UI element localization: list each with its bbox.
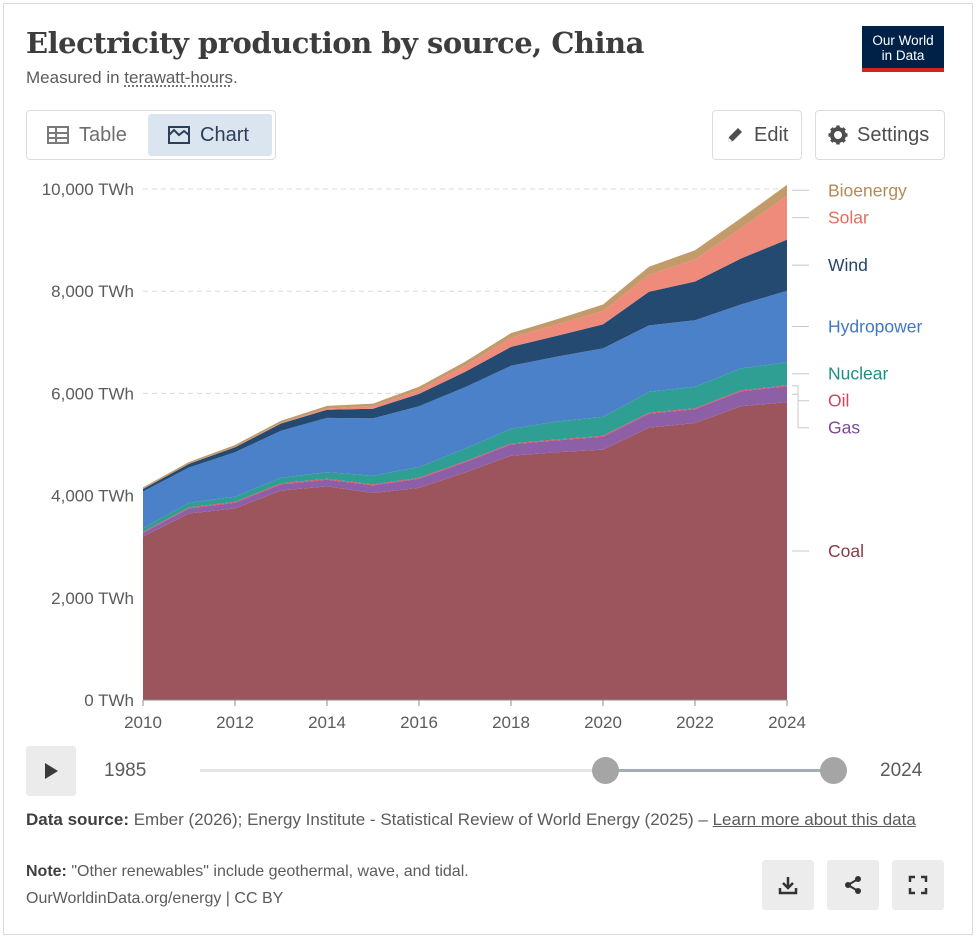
play-icon — [45, 763, 58, 779]
x-tick-label: 2016 — [400, 713, 438, 732]
tab-table-label: Table — [79, 123, 127, 146]
share-button[interactable] — [827, 860, 879, 910]
note-label: Note: — [26, 863, 67, 880]
tab-chart-label: Chart — [200, 123, 249, 146]
area-nuclear[interactable] — [143, 362, 787, 532]
y-tick-label: 2,000 TWh — [51, 589, 134, 608]
legend-label: Solar — [828, 208, 869, 228]
x-tick-label: 2022 — [676, 713, 714, 732]
timeline: 1985 2024 — [0, 740, 977, 800]
area-hydropower[interactable] — [143, 290, 787, 529]
share-icon — [845, 876, 861, 894]
legend-label: Oil — [828, 391, 849, 411]
y-tick-label: 6,000 TWh — [51, 384, 134, 403]
area-coal[interactable] — [143, 402, 787, 700]
fullscreen-icon — [908, 875, 928, 895]
chart-title: Electricity production by source, China — [26, 26, 644, 60]
x-tick-label: 2024 — [768, 713, 806, 732]
legend-item-nuclear[interactable]: Nuclear — [792, 364, 888, 384]
legend-label: Gas — [828, 418, 860, 438]
pencil-icon — [728, 128, 742, 142]
area-series — [143, 184, 787, 700]
y-axis: 0 TWh 2,000 TWh 4,000 TWh 6,000 TWh 8,000 TW… — [42, 180, 134, 710]
x-tick-label: 2012 — [216, 713, 254, 732]
logo-line-2: in Data — [881, 48, 925, 63]
subtitle-suffix: . — [232, 68, 238, 87]
source-label: Data source: — [26, 810, 129, 829]
play-button[interactable] — [26, 746, 76, 796]
timeline-end-year: 2024 — [880, 760, 923, 781]
legend-item-wind[interactable]: Wind — [792, 255, 868, 275]
credit-line: OurWorldinData.org/energy | CC BY — [26, 890, 284, 907]
legend-item-oil[interactable]: Oil — [792, 385, 849, 411]
fullscreen-button[interactable] — [892, 860, 944, 910]
chart-subtitle: Measured in terawatt-hours. — [26, 68, 238, 88]
chart-note: Note: "Other renewables" include geother… — [26, 863, 469, 881]
chart-icon — [168, 126, 190, 144]
learn-more-link[interactable]: Learn more about this data — [712, 810, 916, 829]
legend-label: Nuclear — [828, 364, 888, 384]
timeline-start-year: 1985 — [104, 760, 147, 781]
x-tick-label: 2020 — [584, 713, 622, 732]
settings-button[interactable]: Settings — [815, 110, 945, 160]
x-tick-label: 2014 — [308, 713, 346, 732]
timeline-track[interactable] — [200, 769, 832, 772]
y-tick-label: 10,000 TWh — [42, 180, 134, 199]
table-icon — [47, 126, 69, 144]
timeline-end-handle[interactable] — [820, 757, 847, 784]
download-icon — [778, 877, 798, 895]
owid-logo[interactable]: Our World in Data — [862, 26, 944, 72]
tab-chart[interactable]: Chart — [148, 114, 272, 156]
logo-line-1: Our World — [872, 33, 934, 48]
x-tick-label: 2018 — [492, 713, 530, 732]
legend-item-gas[interactable]: Gas — [792, 393, 860, 438]
legend-label: Coal — [828, 541, 864, 561]
legend-connector — [792, 385, 809, 402]
y-tick-label: 8,000 TWh — [51, 282, 134, 301]
legend-label: Wind — [828, 255, 868, 275]
legend: Bioenergy Solar Wind Hydropower Nuclear Oil Ga… — [792, 180, 923, 561]
subtitle-prefix: Measured in — [26, 68, 125, 87]
chart-plot: 0 TWh 2,000 TWh 4,000 TWh 6,000 TWh 8,000 TW… — [42, 180, 923, 732]
x-tick-label: 2010 — [124, 713, 162, 732]
legend-label: Hydropower — [828, 316, 923, 336]
unit-link[interactable]: terawatt-hours — [124, 68, 233, 87]
timeline-selected-range — [606, 769, 834, 772]
legend-connector — [792, 393, 809, 429]
timeline-start-handle[interactable] — [592, 757, 619, 784]
settings-label: Settings — [857, 123, 930, 146]
edit-button[interactable]: Edit — [712, 110, 802, 160]
legend-item-solar[interactable]: Solar — [792, 208, 869, 228]
legend-item-bioenergy[interactable]: Bioenergy — [792, 180, 907, 200]
chart-frame — [3, 3, 973, 935]
legend-item-coal[interactable]: Coal — [792, 541, 864, 561]
y-tick-label: 0 TWh — [84, 691, 134, 710]
note-text: "Other renewables" include geothermal, w… — [66, 863, 469, 880]
view-tabs: Table Chart — [26, 110, 276, 160]
edit-label: Edit — [754, 123, 789, 146]
y-tick-label: 4,000 TWh — [51, 487, 134, 506]
data-source: Data source: Ember (2026); Energy Instit… — [26, 809, 926, 830]
area-gas[interactable] — [143, 386, 787, 537]
source-text: Ember (2026); Energy Institute - Statist… — [128, 810, 713, 829]
legend-item-hydropower[interactable]: Hydropower — [792, 316, 923, 336]
download-button[interactable] — [762, 860, 814, 910]
tab-table[interactable]: Table — [47, 114, 127, 156]
x-axis: 2010 2012 2014 2016 2018 2020 2022 2024 — [124, 699, 806, 732]
legend-label: Bioenergy — [828, 180, 907, 200]
gear-icon — [828, 125, 848, 145]
